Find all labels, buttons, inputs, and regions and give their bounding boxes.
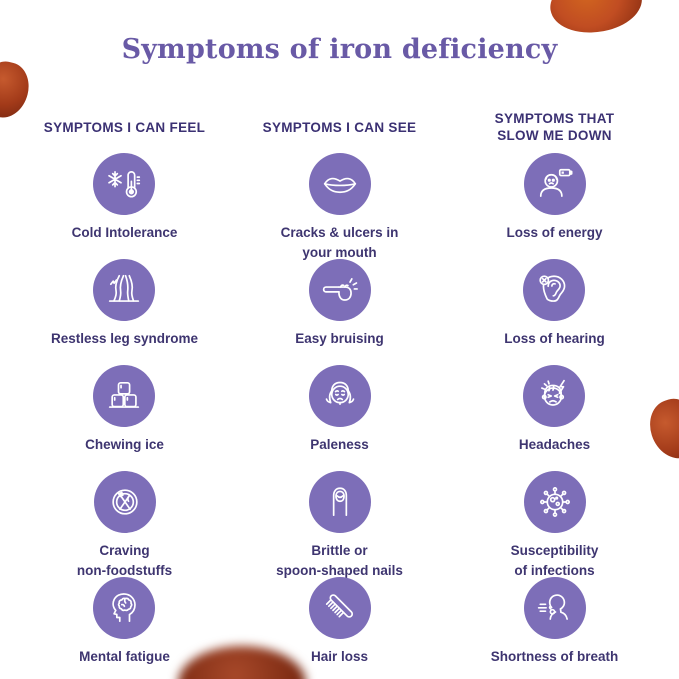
symptom-item: Brittle or spoon-shaped nails: [276, 471, 403, 578]
lips-icon: [321, 165, 359, 203]
symptom-label: Mental fatigue: [79, 649, 170, 664]
symptom-label: Cracks & ulcers in your mouth: [280, 225, 399, 260]
symptom-label: Loss of energy: [506, 225, 603, 240]
icon-circle: [93, 259, 156, 321]
symptom-item: Easy bruising: [295, 259, 384, 365]
symptom-item: Cracks & ulcers in your mouth: [280, 153, 399, 260]
icon-circle: [93, 471, 156, 533]
symptom-label: Loss of hearing: [504, 331, 605, 346]
symptom-item: Restless leg syndrome: [51, 259, 198, 365]
symptom-label: Easy bruising: [295, 331, 384, 346]
column-heading: SYMPTOMS I CAN SEE: [262, 119, 417, 135]
symptom-item: Susceptibility of infections: [510, 471, 599, 578]
icon-circle: [93, 577, 156, 639]
symptom-item: Shortness of breath: [490, 577, 619, 679]
head-brain-icon: [105, 589, 143, 627]
ear-crossed-icon: [535, 271, 573, 309]
column-symptoms-i-can-feel: SYMPTOMS I CAN FEEL Cold Intolerance: [17, 103, 232, 679]
symptom-item: Headaches: [519, 365, 590, 471]
page-title: Symptoms of iron deficiency: [121, 34, 558, 65]
icon-circle: [308, 259, 371, 321]
icon-circle: [523, 471, 586, 533]
column-symptoms-that-slow-me-down: SYMPTOMS THAT SLOW ME DOWN: [447, 103, 662, 679]
symptom-label: Paleness: [310, 437, 369, 452]
symptom-item: Paleness: [308, 365, 371, 471]
icon-circle: [308, 153, 371, 215]
pale-face-icon: [321, 377, 359, 415]
icon-circle: [523, 259, 586, 321]
symptom-item: Craving non-foodstuffs: [76, 471, 173, 578]
symptom-label: Chewing ice: [85, 437, 164, 452]
icon-circle: [93, 365, 156, 427]
symptom-item: Chewing ice: [85, 365, 164, 471]
symptom-item: Hair loss: [308, 577, 371, 679]
symptom-label: Craving non-foodstuffs: [76, 543, 173, 578]
ice-cubes-icon: [105, 377, 143, 415]
icon-circle: [93, 153, 156, 215]
symptom-item: Loss of hearing: [504, 259, 605, 365]
restless-legs-icon: [105, 271, 143, 309]
symptom-label: Headaches: [518, 437, 591, 452]
breathless-person-icon: [536, 589, 574, 627]
symptom-item: Loss of energy: [506, 153, 603, 259]
comb-icon: [321, 589, 359, 627]
column-heading: SYMPTOMS I CAN FEEL: [43, 119, 206, 135]
icon-circle: [308, 365, 371, 427]
symptom-label: Shortness of breath: [490, 649, 619, 664]
column-heading: SYMPTOMS THAT SLOW ME DOWN: [494, 111, 615, 143]
icon-circle: [523, 153, 586, 215]
germ-icon: [536, 483, 574, 521]
symptom-columns: SYMPTOMS I CAN FEEL Cold Intolerance: [17, 103, 662, 679]
symptom-label: Cold Intolerance: [71, 225, 178, 240]
fingernail-icon: [321, 483, 359, 521]
thermometer-snowflake-icon: [105, 165, 143, 203]
column-symptoms-i-can-see: SYMPTOMS I CAN SEE Cracks & ulcers in yo…: [232, 103, 447, 679]
icon-circle: [308, 471, 371, 533]
icon-circle: [308, 577, 371, 639]
icon-circle: [523, 365, 586, 427]
crossed-cutlery-plate-icon: [106, 483, 144, 521]
symptom-label: Susceptibility of infections: [510, 543, 599, 578]
symptom-item: Cold Intolerance: [71, 153, 178, 259]
symptom-label: Brittle or spoon-shaped nails: [276, 543, 403, 578]
headache-face-icon: [535, 377, 573, 415]
low-battery-person-icon: [536, 165, 574, 203]
symptom-label: Restless leg syndrome: [50, 331, 199, 346]
symptom-label: Hair loss: [310, 649, 369, 664]
pressing-finger-icon: [321, 271, 359, 309]
icon-circle: [523, 577, 586, 639]
symptom-item: Mental fatigue: [79, 577, 170, 679]
